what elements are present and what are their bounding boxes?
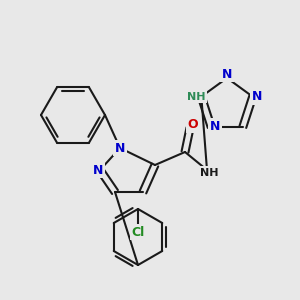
Text: N: N [115,142,125,154]
Text: NH: NH [200,168,218,178]
Text: N: N [222,68,232,80]
Text: N: N [93,164,103,176]
Text: N: N [210,120,220,133]
Text: Cl: Cl [131,226,145,238]
Text: N: N [251,90,262,103]
Text: O: O [188,118,198,131]
Text: NH: NH [187,92,206,102]
